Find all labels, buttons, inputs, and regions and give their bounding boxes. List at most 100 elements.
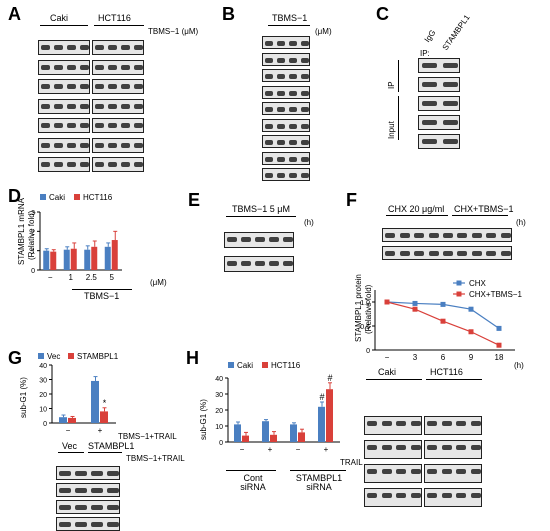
ylabel-g: sub-G1 (%): [19, 377, 28, 418]
blot-band: [66, 84, 77, 89]
caki-underline-h: [366, 379, 422, 380]
caki-underline: [40, 25, 88, 26]
blot-band: [59, 471, 71, 476]
data-point: [384, 299, 390, 305]
x-tick-label: 2.5: [86, 273, 98, 282]
data-point: [468, 329, 474, 335]
y-tick-label: 30: [39, 378, 47, 385]
blot-band: [40, 123, 51, 128]
blot-image: [364, 416, 422, 435]
blot-band: [79, 64, 89, 70]
bar: [70, 248, 77, 270]
blot-band: [470, 469, 481, 474]
blot-band: [456, 421, 467, 426]
blot-image: [224, 232, 294, 248]
xunit-f: (h): [514, 361, 524, 370]
blot-band: [66, 64, 77, 70]
blot-band: [241, 261, 251, 266]
y-tick-label: 0.5: [360, 324, 370, 331]
blot-image: [262, 36, 310, 49]
blot-band: [427, 445, 438, 450]
vec-underline: [58, 452, 84, 453]
blot-band: [227, 237, 237, 242]
blot-image: [418, 134, 460, 149]
blot-group-vec: Vec: [62, 441, 78, 451]
legend-label: Caki: [237, 361, 253, 370]
bar: [262, 421, 269, 442]
blot-image: [382, 246, 512, 260]
significance-mark: *: [103, 398, 107, 408]
y-tick-label: 40: [39, 363, 47, 370]
blot-band: [300, 140, 309, 145]
blot-image: [262, 69, 310, 82]
bar: [59, 417, 67, 423]
blot-band: [486, 251, 497, 256]
blot-band: [276, 140, 286, 145]
blot-image: [92, 118, 144, 133]
blot-band: [66, 123, 77, 128]
blot-band: [91, 505, 103, 510]
blot-image: [262, 102, 310, 115]
blot-band: [264, 74, 274, 79]
blot-band: [367, 421, 378, 426]
blot-band: [288, 57, 298, 63]
x-tick-label: −: [48, 273, 53, 282]
blot-band: [470, 493, 481, 498]
blot-band: [410, 493, 421, 498]
x-tick-label: 9: [469, 353, 474, 362]
xlabel-underline-d: [72, 289, 132, 290]
blot-band: [396, 445, 407, 450]
panel-label-g: G: [8, 348, 23, 368]
bar: [100, 411, 108, 423]
blot-band: [79, 123, 89, 128]
blot-band: [414, 233, 425, 238]
blot-band: [385, 233, 396, 238]
bar: [63, 249, 70, 270]
blot-image: [92, 137, 144, 153]
panel-label-e: E: [188, 190, 201, 210]
blot-image: [382, 228, 512, 242]
x-tick-label: −: [66, 426, 71, 435]
lane-label-igg: IgG: [422, 28, 438, 44]
blot-band: [443, 101, 458, 106]
y-tick-label: 10: [215, 424, 223, 431]
blot-band: [269, 237, 279, 242]
group-label-ip: IP: [387, 81, 396, 89]
bar: [104, 246, 111, 270]
hct116-underline-h: [426, 379, 482, 380]
treat2-label: CHX+TBMS−1: [454, 204, 514, 214]
input-bracket: [398, 96, 399, 140]
blot-band: [59, 505, 71, 510]
blot-band: [441, 469, 452, 474]
hct116-underline: [94, 25, 144, 26]
blot-band: [94, 64, 105, 70]
blot-image: [262, 85, 310, 99]
stambpl1-underline: [290, 470, 346, 471]
blot-band: [53, 84, 64, 89]
x-tick-label: −: [385, 353, 390, 362]
blot-band: [276, 107, 286, 112]
blot-band: [456, 445, 467, 450]
blot-band: [288, 90, 298, 96]
panel-label-a: A: [8, 4, 21, 24]
blot-band: [471, 233, 482, 238]
ip-bracket: [398, 60, 399, 92]
legend-label: Caki: [49, 193, 65, 202]
blot-image: [38, 79, 90, 94]
xlabel-g: TBMS−1+TRAIL: [118, 432, 177, 441]
panel-label-f: F: [346, 190, 357, 210]
blot-band: [264, 173, 274, 178]
data-point: [468, 306, 474, 312]
legend-label: CHX: [469, 279, 487, 288]
x-tick-label: 3: [413, 353, 418, 362]
blot-band: [300, 41, 309, 46]
blot-band: [40, 142, 51, 148]
panel-label-d: D: [8, 186, 21, 206]
unit-label-d: (μM): [150, 278, 167, 287]
blot-image: [38, 157, 90, 172]
unit-label: (μM): [315, 27, 332, 36]
blot-band: [288, 41, 298, 46]
blot-band: [120, 64, 131, 70]
blot-band: [264, 107, 274, 112]
blot-band: [94, 103, 105, 109]
